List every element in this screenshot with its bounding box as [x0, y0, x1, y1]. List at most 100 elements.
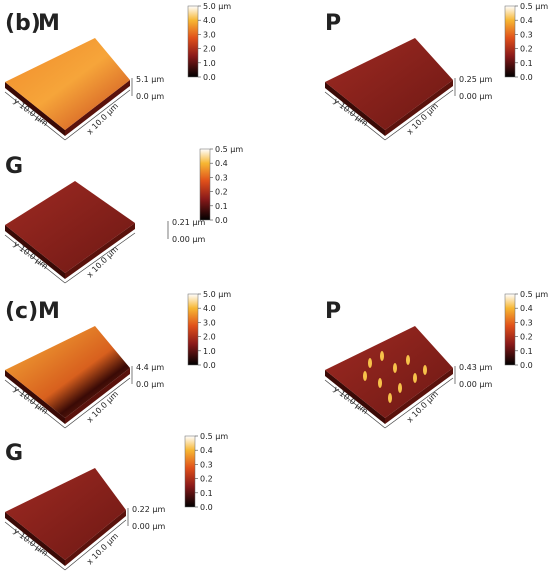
surface-side [5, 82, 65, 136]
colorbar-tick-label: 0.5 µm [520, 2, 548, 11]
colorbar-tick-label: 0.2 [215, 188, 228, 197]
colorbar-tick-label: 2.0 [203, 333, 216, 342]
surface-side [325, 82, 385, 136]
colorbar-tick-label: 0.3 [520, 30, 533, 39]
colorbar-tick-label: 0.2 [520, 45, 533, 54]
axis-line [4, 91, 66, 141]
surface-side [65, 223, 135, 279]
axis-line [64, 89, 131, 141]
z-max-label: 0.43 µm [459, 363, 492, 372]
surface-peak [388, 393, 392, 403]
colorbar-tick-label: 0.1 [520, 347, 533, 356]
z-max-label: 4.4 µm [136, 363, 164, 372]
afm-panel: Py 10.0 µm x 10.0 µm0.25 µm0.00 µm0.5 µm0… [324, 2, 548, 141]
colorbar [199, 148, 211, 221]
afm-panel: (b)My 10.0 µm x 10.0 µm5.1 µm0.0 µm5.0 µm… [4, 2, 231, 141]
surface-side [5, 370, 65, 424]
surface-side [385, 368, 453, 424]
z-max-label: 0.22 µm [132, 505, 165, 514]
colorbar-tick-label: 0.4 [215, 159, 228, 168]
surface-peak [380, 351, 384, 361]
colorbar [184, 435, 196, 508]
colorbar-tick-label: 3.0 [203, 318, 216, 327]
axis-line [384, 89, 454, 141]
z-max-label: 0.25 µm [459, 75, 492, 84]
z-min-label: 0.00 µm [132, 522, 165, 531]
z-min-label: 0.00 µm [459, 380, 492, 389]
colorbar-tick-label: 0.1 [200, 489, 213, 498]
colorbar-tick-label: 4.0 [203, 304, 216, 313]
surface-side [325, 370, 385, 424]
sample-name: G [5, 154, 23, 179]
surface-side [65, 80, 130, 136]
colorbar-tick-label: 0.5 µm [520, 290, 548, 299]
colorbar-tick-label: 3.0 [203, 30, 216, 39]
colorbar-tick-label: 0.5 µm [200, 432, 228, 441]
surface-peak [393, 363, 397, 373]
colorbar-tick-label: 0.0 [520, 73, 533, 82]
afm-surface [5, 181, 135, 273]
z-min-label: 0.00 µm [172, 235, 205, 244]
surface-side [385, 80, 453, 136]
afm-surface [325, 326, 453, 418]
z-min-label: 0.0 µm [136, 380, 164, 389]
sample-name: M [38, 299, 60, 324]
afm-surface [5, 468, 126, 560]
colorbar-tick-label: 0.5 µm [215, 145, 243, 154]
colorbar-tick-label: 5.0 µm [203, 2, 231, 11]
axis-line [324, 91, 386, 141]
surface-side [65, 368, 130, 424]
colorbar-tick-label: 0.0 [203, 73, 216, 82]
z-min-label: 0.0 µm [136, 92, 164, 101]
colorbar [504, 293, 516, 366]
colorbar-tick-label: 0.2 [520, 333, 533, 342]
surface-peak [378, 378, 382, 388]
colorbar-tick-label: 0.4 [520, 16, 533, 25]
afm-panel: Py 10.0 µm x 10.0 µm0.43 µm0.00 µm0.5 µm0… [324, 290, 548, 429]
afm-panel: Gy 10.0 µm x 10.0 µm0.21 µm0.00 µm0.5 µm0… [4, 145, 243, 284]
colorbar [187, 5, 199, 78]
colorbar-tick-label: 0.0 [200, 503, 213, 512]
surface-peak [413, 373, 417, 383]
colorbar-tick-label: 0.4 [200, 446, 213, 455]
surface-side [65, 510, 126, 566]
colorbar-tick-label: 1.0 [203, 347, 216, 356]
colorbar-tick-label: 0.1 [215, 202, 228, 211]
panel-label: (c) [5, 299, 38, 324]
surface-peak [363, 371, 367, 381]
colorbar [504, 5, 516, 78]
colorbar-tick-label: 0.3 [200, 460, 213, 469]
axis-line [4, 234, 66, 284]
afm-panel: Gy 10.0 µm x 10.0 µm0.22 µm0.00 µm0.5 µm0… [4, 432, 228, 571]
colorbar-tick-label: 5.0 µm [203, 290, 231, 299]
sample-name: G [5, 441, 23, 466]
colorbar-tick-label: 0.0 [215, 216, 228, 225]
surface-side [5, 225, 65, 279]
colorbar-tick-label: 0.3 [215, 173, 228, 182]
afm-surface [5, 326, 130, 418]
colorbar-tick-label: 0.0 [203, 361, 216, 370]
colorbar-tick-label: 1.0 [203, 59, 216, 68]
afm-surface [325, 38, 453, 130]
afm-panel: (c) My 10.0 µm x 10.0 µm4.4 µm0.0 µm5.0 µm… [4, 290, 231, 429]
colorbar-tick-label: 0.0 [520, 361, 533, 370]
sample-name: P [325, 299, 341, 324]
colorbar-tick-label: 4.0 [203, 16, 216, 25]
colorbar-tick-label: 2.0 [203, 45, 216, 54]
surface-side [5, 512, 65, 566]
surface-peak [398, 383, 402, 393]
axis-line [4, 379, 66, 429]
axis-line [64, 232, 136, 284]
colorbar-tick-label: 0.2 [200, 475, 213, 484]
surface-peak [368, 358, 372, 368]
axis-line [64, 519, 127, 571]
sample-name: P [325, 11, 341, 36]
afm-surface [5, 38, 130, 130]
axis-line [64, 377, 131, 429]
axis-line [324, 379, 386, 429]
surface-peak [406, 355, 410, 365]
colorbar-tick-label: 0.3 [520, 318, 533, 327]
colorbar-tick-label: 0.4 [520, 304, 533, 313]
colorbar-tick-label: 0.1 [520, 59, 533, 68]
